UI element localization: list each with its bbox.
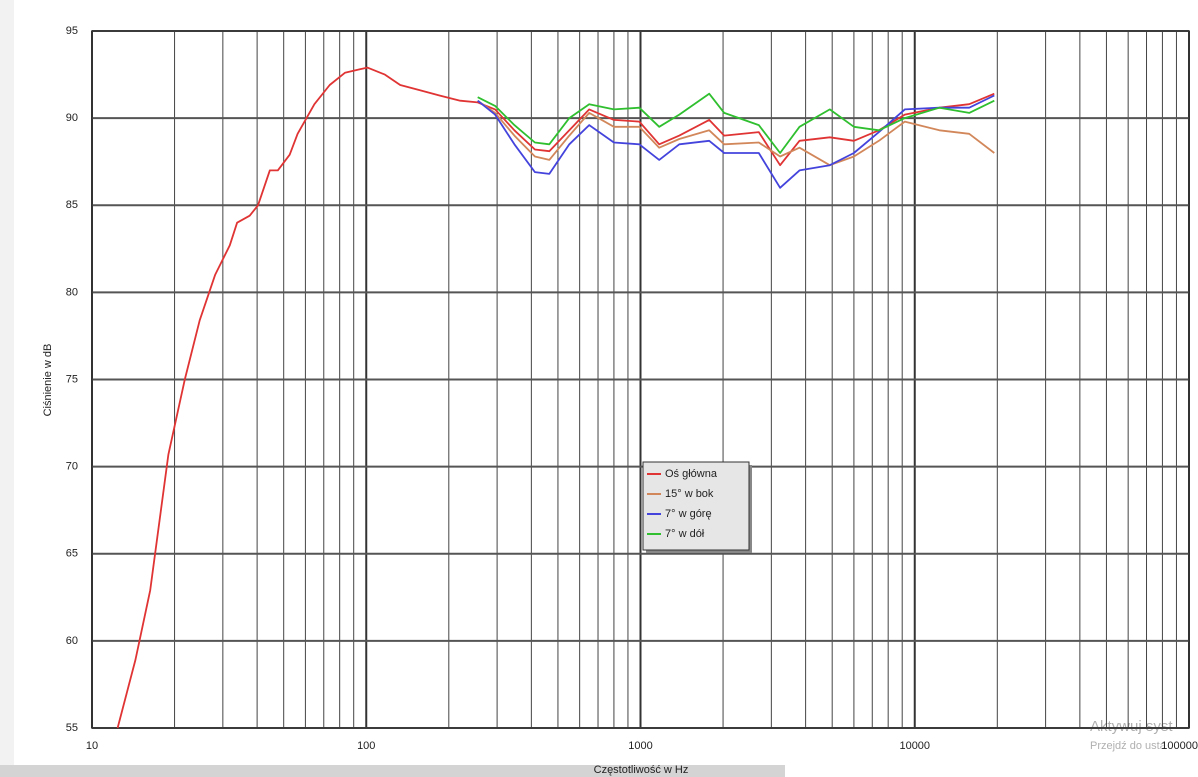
- series-line: [477, 94, 995, 189]
- x-tick-label: 1000: [628, 740, 652, 752]
- plot-frame: [91, 30, 1190, 729]
- x-tick-label: 10: [86, 740, 98, 752]
- y-tick-label: 80: [66, 286, 78, 298]
- watermark-line: Przejdź do usta: [1090, 740, 1167, 752]
- legend-label: 7° w górę: [665, 508, 712, 520]
- legend: Oś główna 15° w bok 7° w górę 7° w dół: [642, 461, 752, 553]
- y-tick-label: 95: [66, 25, 78, 37]
- y-tick-label: 90: [66, 112, 78, 124]
- grid: [91, 30, 1190, 729]
- bottom-bar: [0, 765, 785, 777]
- legend-label: 15° w bok: [665, 488, 714, 500]
- y-tick-label: 55: [66, 722, 78, 734]
- legend-label: Oś główna: [665, 468, 718, 480]
- y-tick-label: 60: [66, 635, 78, 647]
- x-tick-label: 100000: [1161, 740, 1198, 752]
- watermark-line: Aktywuj syst: [1090, 718, 1173, 735]
- y-tick-label: 75: [66, 373, 78, 385]
- series-line: [116, 66, 995, 729]
- y-tick-label: 85: [66, 199, 78, 211]
- y-tick-label: 65: [66, 548, 78, 560]
- y-axis-label: Ciśnienie w dB: [42, 344, 54, 417]
- x-axis-label: Częstotliwość w Hz: [594, 764, 689, 776]
- x-tick-label: 10000: [899, 740, 930, 752]
- x-tick-label: 100: [357, 740, 375, 752]
- series-line: [477, 99, 995, 167]
- legend-box: [642, 461, 750, 551]
- series-line: [477, 92, 995, 154]
- left-strip: [0, 0, 14, 777]
- legend-label: 7° w dół: [665, 528, 705, 540]
- y-tick-label: 70: [66, 461, 78, 473]
